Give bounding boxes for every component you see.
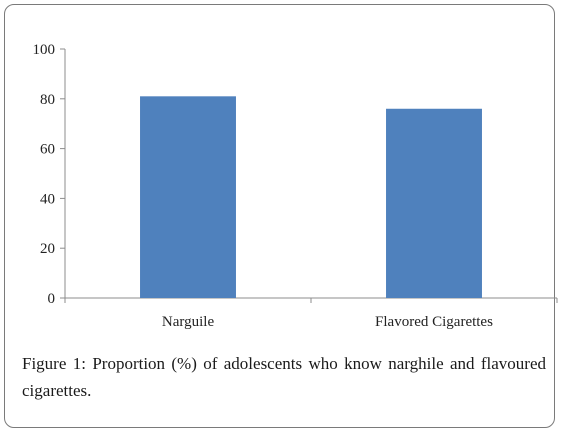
caption-text: Proportion (%) of adolescents who know n… (22, 354, 547, 400)
caption-label: Figure 1: (22, 354, 86, 373)
y-tick-label: 40 (40, 191, 55, 207)
figure-caption: Figure 1: Proportion (%) of adolescents … (22, 350, 546, 404)
y-tick-label: 80 (40, 92, 55, 108)
y-tick-label: 0 (48, 291, 56, 307)
bar (140, 96, 236, 298)
bar-chart: 0 20 40 60 80 100 Narguile Flavored Cigarettes (33, 42, 558, 330)
x-category-label: Narguile (162, 314, 215, 330)
x-category-label: Flavored Cigarettes (375, 314, 493, 330)
y-tick-label: 60 (40, 142, 55, 158)
y-tick-label: 100 (33, 42, 56, 58)
y-tick-label: 20 (40, 241, 55, 257)
bar (386, 108, 482, 298)
